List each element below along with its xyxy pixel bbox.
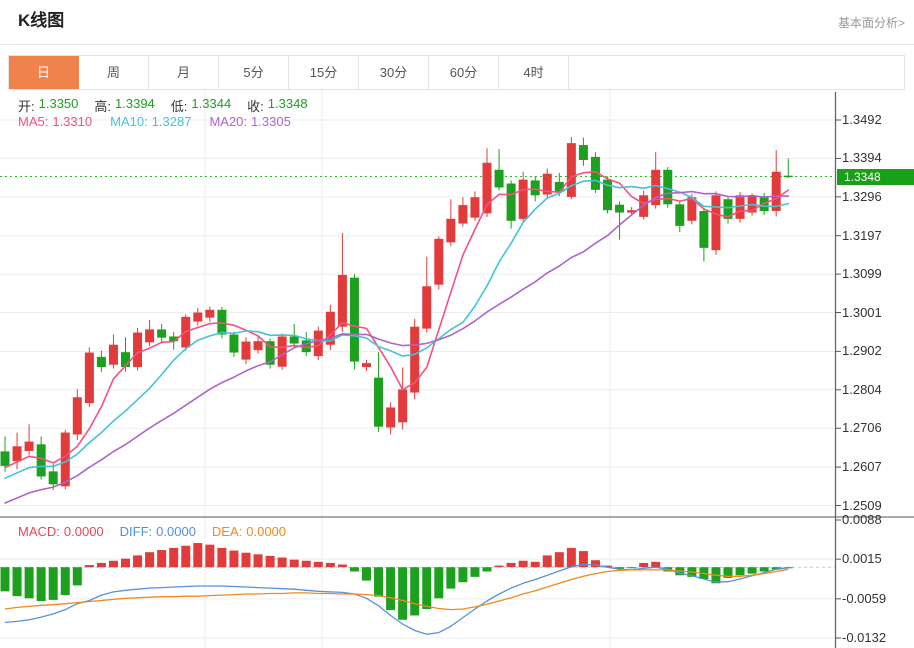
price-tick-label: 1.2804 (842, 381, 882, 397)
current-price-badge: 1.3348 (837, 169, 914, 185)
ma-row: MA5: 1.3310 MA10: 1.3287 MA20: 1.3305 (18, 114, 291, 129)
period-tab-3[interactable]: 5分 (219, 56, 289, 89)
period-tab-0[interactable]: 日 (9, 56, 79, 89)
fundamental-analysis-link[interactable]: 基本面分析> (837, 16, 905, 30)
price-tick-label: 1.3394 (842, 150, 882, 166)
diff-readout: DIFF: 0.0000 (119, 524, 196, 539)
ohlc-row: 开: 1.3350 高: 1.3394 低: 1.3344 收: 1.3348 (18, 96, 308, 115)
period-tabbar: 日周月 5分 15分 30分 60分 4时 (8, 55, 905, 90)
ohlc-close: 收: 1.3348 (247, 96, 308, 114)
price-tick-label: 1.2607 (842, 459, 882, 475)
ma10-readout: MA10: 1.3287 (110, 114, 192, 129)
macd-tick-label: 0.0088 (842, 512, 882, 527)
period-tab-2[interactable]: 月 (149, 56, 219, 89)
period-tab-7[interactable]: 4时 (499, 56, 569, 89)
price-tick-label: 1.2706 (842, 420, 882, 436)
ma5-readout: MA5: 1.3310 (18, 114, 93, 129)
price-tick-label: 1.3296 (842, 188, 882, 204)
macd-readout: MACD: 0.0000 (18, 524, 104, 539)
macd-tick-label: 0.0015 (842, 551, 882, 567)
ma20-readout: MA20: 1.3305 (209, 114, 291, 129)
macd-tick-label: -0.0059 (842, 590, 887, 606)
dea-readout: DEA: 0.0000 (211, 524, 287, 539)
period-tab-5[interactable]: 30分 (359, 56, 429, 89)
page-title: K线图 (18, 11, 65, 30)
price-tick-label: 1.3197 (842, 227, 882, 243)
price-tick-label: 1.2509 (842, 497, 882, 513)
period-tab-6[interactable]: 60分 (429, 56, 499, 89)
ohlc-open: 开: 1.3350 (18, 96, 79, 114)
price-tick-label: 1.3001 (842, 304, 882, 320)
period-tab-4[interactable]: 15分 (289, 56, 359, 89)
price-tick-label: 1.2902 (842, 343, 882, 359)
price-tick-label: 1.3099 (842, 266, 882, 282)
macd-row: MACD: 0.0000 DIFF: 0.0000 DEA: 0.0000 (18, 524, 286, 539)
title-divider (0, 44, 914, 45)
price-tick-label: 1.3492 (842, 112, 882, 127)
ohlc-high: 高: 1.3394 (94, 96, 155, 114)
period-tab-1[interactable]: 周 (79, 56, 149, 89)
macd-tick-label: -0.0132 (842, 630, 887, 645)
ohlc-low: 低: 1.3344 (170, 96, 232, 114)
